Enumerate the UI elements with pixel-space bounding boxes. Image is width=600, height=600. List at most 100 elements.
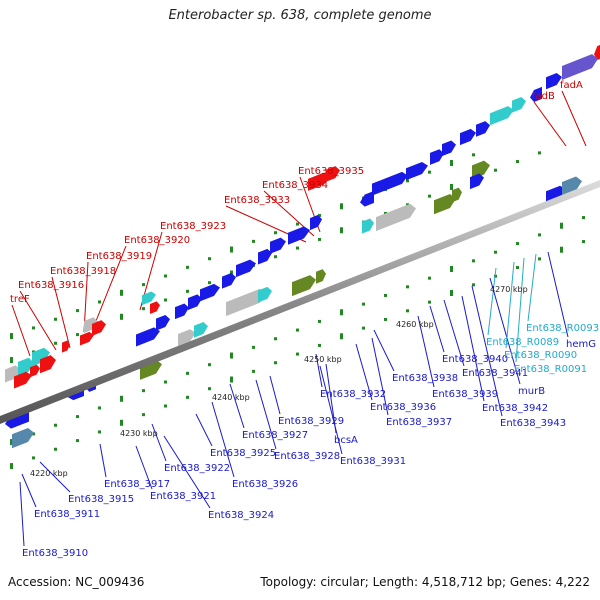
gene-bottom-label[interactable]: Ent638_3927 (242, 430, 308, 441)
tick-mark (252, 239, 255, 243)
gene-feature[interactable] (562, 176, 582, 196)
gene-feature[interactable] (452, 187, 462, 203)
gene-top-label[interactable]: Ent638_3920 (124, 235, 190, 246)
gene-feature[interactable] (194, 322, 208, 338)
gene-feature[interactable] (360, 190, 374, 207)
gene-bottom-label[interactable]: Ent638_3932 (320, 389, 386, 400)
gene-top-label[interactable]: Ent638_3933 (224, 195, 290, 206)
rna-label[interactable]: Ent638_R0089 (486, 337, 559, 348)
gene-feature[interactable] (512, 96, 526, 113)
gene-feature[interactable] (156, 314, 170, 331)
gene-bottom-label[interactable]: Ent638_3917 (104, 479, 170, 490)
gene-bottom-label[interactable]: Ent638_3926 (232, 479, 298, 490)
gene-feature[interactable] (442, 140, 456, 157)
gene-top-label[interactable]: Ent638_3918 (50, 266, 116, 277)
gene-feature[interactable] (292, 275, 316, 297)
gene-feature[interactable] (546, 73, 562, 90)
gene-bottom-leader (21, 473, 37, 508)
gene-feature[interactable] (258, 248, 272, 265)
gene-feature[interactable] (406, 162, 428, 181)
gene-bottom-label[interactable]: Ent638_3941 (462, 368, 528, 379)
gene-feature[interactable] (430, 149, 444, 165)
gene-feature[interactable] (308, 172, 330, 191)
gene-top-label[interactable]: Ent638_3923 (160, 221, 226, 232)
gene-bottom-leader (99, 443, 107, 478)
gene-feature[interactable] (226, 288, 266, 317)
gene-feature[interactable] (80, 331, 94, 346)
gene-top-label[interactable]: Ent638_3919 (86, 251, 152, 262)
gene-bottom-label[interactable]: Ent638_3931 (340, 456, 406, 467)
gene-feature[interactable] (490, 106, 514, 126)
gene-feature[interactable] (310, 214, 322, 231)
gene-feature[interactable] (5, 365, 21, 383)
gene-bottom-label[interactable]: Ent638_3939 (432, 389, 498, 400)
gene-feature[interactable] (362, 218, 374, 234)
gene-feature[interactable] (594, 43, 600, 61)
tick-mark (428, 276, 431, 280)
gene-feature[interactable] (12, 427, 34, 449)
gene-feature[interactable] (62, 340, 70, 353)
gene-feature[interactable] (476, 121, 490, 137)
gene-bottom-label[interactable]: Ent638_3925 (210, 448, 276, 459)
gene-feature[interactable] (376, 203, 416, 232)
gene-bottom-label[interactable]: murB (518, 386, 545, 397)
rna-label[interactable]: Ent638_R0093 (526, 323, 599, 334)
gene-feature[interactable] (372, 171, 408, 196)
gene-feature[interactable] (530, 86, 542, 102)
tick-mark (32, 456, 35, 460)
gene-feature[interactable] (136, 327, 160, 347)
gene-feature[interactable] (84, 317, 98, 333)
gene-feature[interactable] (270, 237, 286, 254)
gene-top-label[interactable]: fadA (560, 80, 583, 91)
tick-mark (98, 430, 101, 434)
gene-top-label[interactable]: treF (10, 294, 30, 305)
gene-feature[interactable] (200, 283, 220, 302)
gene-top-label[interactable]: fadB (532, 91, 555, 102)
gene-bottom-label[interactable]: Ent638_3911 (34, 509, 100, 520)
gene-bottom-label[interactable]: Ent638_3943 (500, 418, 566, 429)
gene-feature[interactable] (258, 286, 272, 303)
gene-feature[interactable] (150, 301, 160, 314)
gene-bottom-label[interactable]: Ent638_3937 (386, 417, 452, 428)
gene-feature[interactable] (470, 173, 484, 190)
gene-feature[interactable] (236, 259, 256, 278)
gene-bottom-label[interactable]: Ent638_3910 (22, 548, 88, 559)
gene-feature[interactable] (142, 291, 156, 306)
gene-feature[interactable] (188, 294, 202, 311)
gene-feature[interactable] (434, 194, 456, 215)
gene-feature[interactable] (40, 355, 56, 374)
gene-feature[interactable] (288, 226, 310, 245)
gene-top-label[interactable]: Ent638_3934 (262, 180, 328, 191)
gene-bottom-label[interactable]: hemG (566, 339, 596, 350)
gene-feature[interactable] (30, 364, 40, 378)
gene-feature[interactable] (92, 320, 106, 336)
gene-feature[interactable] (546, 185, 566, 204)
rna-label[interactable]: Ent638_R0090 (504, 350, 577, 361)
gene-bottom-label[interactable]: Ent638_3915 (68, 494, 134, 505)
gene-top-label[interactable]: Ent638_3916 (18, 280, 84, 291)
gene-feature[interactable] (178, 329, 196, 346)
gene-feature[interactable] (562, 54, 598, 80)
gene-feature[interactable] (460, 128, 476, 146)
gene-top-label[interactable]: Ent638_3935 (298, 166, 364, 177)
gene-bottom-label[interactable]: Ent638_3936 (370, 402, 436, 413)
gene-feature[interactable] (222, 273, 236, 289)
tick-mark (120, 289, 123, 296)
gene-bottom-label[interactable]: Ent638_3928 (274, 451, 340, 462)
gene-feature[interactable] (18, 357, 34, 376)
gene-feature[interactable] (326, 166, 340, 182)
gene-feature[interactable] (14, 371, 32, 389)
gene-feature[interactable] (316, 269, 326, 284)
gene-bottom-label[interactable]: Ent638_3942 (482, 403, 548, 414)
gene-bottom-label[interactable]: Ent638_3938 (392, 373, 458, 384)
gene-feature[interactable] (175, 303, 189, 320)
gene-bottom-label[interactable]: Ent638_3922 (164, 463, 230, 474)
rna-label[interactable]: Ent638_R0091 (514, 364, 587, 375)
gene-bottom-label[interactable]: Ent638_3940 (442, 354, 508, 365)
gene-bottom-label[interactable]: Ent638_3924 (208, 510, 274, 521)
gene-feature[interactable] (32, 347, 50, 367)
gene-bottom-label[interactable]: bcsA (334, 435, 358, 446)
gene-bottom-label[interactable]: Ent638_3921 (150, 491, 216, 502)
gene-bottom-label[interactable]: Ent638_3929 (278, 416, 344, 427)
